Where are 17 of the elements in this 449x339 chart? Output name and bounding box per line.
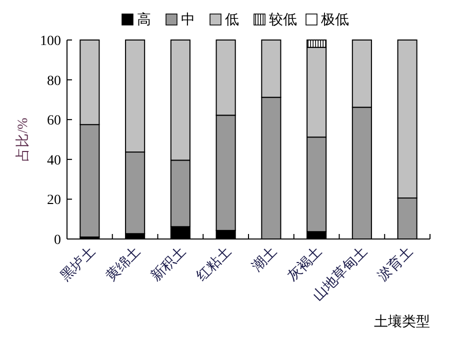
legend-label: 低 [225,12,239,28]
x-tick-label: 淤育土 [374,242,416,285]
x-tick-label: 新积土 [148,244,190,285]
x-tick-label: 潮土 [248,244,280,275]
y-tick-label: 60 [47,114,61,129]
legend-label: 高 [137,12,151,28]
y-tick-label: 100 [40,34,61,49]
x-tick-label: 黄绵土 [102,244,144,285]
legend-label: 较低 [269,12,297,28]
legend-label: 中 [181,12,195,28]
y-tick-label: 20 [47,193,61,208]
legend-label: 极低 [320,12,349,28]
x-axis-title: 土壤类型 [374,314,430,330]
y-tick-label: 40 [47,153,61,168]
x-tick-label: 红粘土 [194,244,235,285]
y-axis-title: 占比/% [15,117,31,162]
y-tick-label: 80 [47,74,61,89]
